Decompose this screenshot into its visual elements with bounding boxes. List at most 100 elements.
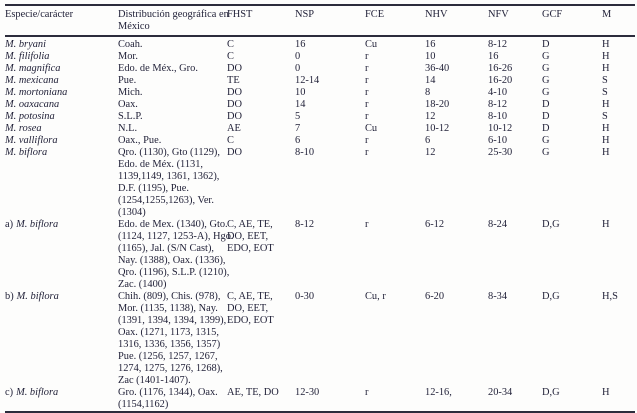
species-cell: M. rosea bbox=[5, 123, 118, 135]
gcf-cell: D bbox=[542, 123, 550, 135]
species-name: M. filifolia bbox=[5, 51, 50, 63]
nfv-cell: 8-12 bbox=[488, 39, 508, 51]
table-bottom-rule bbox=[5, 411, 635, 413]
fce-cell: r bbox=[365, 75, 369, 87]
gcf-cell: D,G bbox=[542, 219, 560, 231]
table-row: M. mexicana Pue. TE 12-14 r 14 16-20 G S bbox=[5, 75, 637, 87]
species-cell: M. potosina bbox=[5, 111, 118, 123]
gcf-cell: D bbox=[542, 99, 550, 111]
m-cell: S bbox=[602, 111, 608, 123]
distribution-cell: Mich. bbox=[118, 87, 143, 99]
fhst-cell: DO bbox=[227, 147, 243, 159]
fhst-cell: AE bbox=[227, 123, 241, 135]
nsp-cell: 0 bbox=[295, 51, 301, 63]
nhv-cell: 6-12 bbox=[425, 219, 445, 231]
fce-cell: Cu, r bbox=[365, 291, 386, 303]
gcf-cell: G bbox=[542, 63, 550, 75]
species-cell: M. biflora bbox=[5, 147, 118, 159]
distribution-cell: Gro. (1176, 1344), Oax. (1154,1162) bbox=[118, 387, 218, 411]
table-row: M. bryani Coah. C 16 Cu 16 8-12 D H bbox=[5, 39, 637, 51]
fhst-cell: C, AE, TE, DO, EET, EDO, EOT bbox=[227, 219, 274, 255]
nsp-cell: 14 bbox=[295, 99, 306, 111]
nhv-cell: 8 bbox=[425, 87, 431, 99]
species-name: M. oaxacana bbox=[5, 99, 60, 111]
m-cell: H bbox=[602, 219, 610, 231]
gcf-cell: G bbox=[542, 147, 550, 159]
species-name: M. potosina bbox=[5, 111, 55, 123]
nsp-cell: 7 bbox=[295, 123, 301, 135]
species-cell: b) M. biflora bbox=[5, 291, 118, 303]
fhst-cell: DO bbox=[227, 111, 243, 123]
fce-cell: r bbox=[365, 219, 369, 231]
fhst-cell: C bbox=[227, 39, 234, 51]
species-name: M. mortoniana bbox=[5, 87, 68, 99]
nhv-cell: 12-16, bbox=[425, 387, 452, 399]
species-cell: M. mexicana bbox=[5, 75, 118, 87]
column-header-fce: FCE bbox=[365, 9, 385, 21]
nfv-cell: 6-10 bbox=[488, 135, 508, 147]
m-cell: H bbox=[602, 147, 610, 159]
fce-cell: r bbox=[365, 99, 369, 111]
table-row: M. valliflora Oax., Pue. C 6 r 6 6-10 G … bbox=[5, 135, 637, 147]
gcf-cell: G bbox=[542, 51, 550, 63]
nfv-cell: 4-10 bbox=[488, 87, 508, 99]
species-cell: M. magnifica bbox=[5, 63, 118, 75]
header-separator-rule bbox=[5, 35, 635, 37]
fce-cell: r bbox=[365, 87, 369, 99]
nsp-cell: 12-14 bbox=[295, 75, 320, 87]
fce-cell: r bbox=[365, 51, 369, 63]
nhv-cell: 14 bbox=[425, 75, 436, 87]
nhv-cell: 16 bbox=[425, 39, 436, 51]
m-cell: S bbox=[602, 87, 608, 99]
nhv-cell: 6 bbox=[425, 135, 431, 147]
m-cell: H bbox=[602, 51, 610, 63]
table-row: M. rosea N.L. AE 7 Cu 10-12 10-12 D H bbox=[5, 123, 637, 135]
nfv-cell: 8-24 bbox=[488, 219, 508, 231]
species-cell: M. filifolia bbox=[5, 51, 118, 63]
distribution-cell: Oax., Pue. bbox=[118, 135, 162, 147]
nhv-cell: 10-12 bbox=[425, 123, 450, 135]
nsp-cell: 6 bbox=[295, 135, 301, 147]
nhv-cell: 10 bbox=[425, 51, 436, 63]
species-variant-prefix: c) bbox=[5, 387, 14, 399]
nfv-cell: 16-26 bbox=[488, 63, 513, 75]
distribution-cell: Edo. de Méx., Gro. bbox=[118, 63, 198, 75]
gcf-cell: G bbox=[542, 87, 550, 99]
gcf-cell: G bbox=[542, 135, 550, 147]
nsp-cell: 0-30 bbox=[295, 291, 315, 303]
distribution-cell: Mor. bbox=[118, 51, 138, 63]
species-cell: M. valliflora bbox=[5, 135, 118, 147]
distribution-cell: S.L.P. bbox=[118, 111, 143, 123]
table-body: M. bryani Coah. C 16 Cu 16 8-12 D H M. f… bbox=[5, 37, 637, 412]
distribution-cell: Edo. de Mex. (1340), Gto. (1124, 1127, 1… bbox=[118, 219, 234, 291]
distribution-cell: Chih. (809), Chis. (978), Mor. (1135, 11… bbox=[118, 291, 227, 387]
distribution-cell: Qro. (1130), Gto (1129), Edo. de Méx. (1… bbox=[118, 147, 220, 219]
column-header-fhst: FHST bbox=[227, 9, 253, 21]
m-cell: H bbox=[602, 39, 610, 51]
fce-cell: r bbox=[365, 147, 369, 159]
fhst-cell: DO bbox=[227, 63, 243, 75]
nhv-cell: 12 bbox=[425, 147, 436, 159]
nsp-cell: 8-12 bbox=[295, 219, 315, 231]
table-header-row: Especie/carácter Distribución geográfica… bbox=[5, 9, 637, 33]
species-name: M. valliflora bbox=[5, 135, 58, 147]
table-row: M. potosina S.L.P. DO 5 r 12 8-10 D S bbox=[5, 111, 637, 123]
species-name: M. biflora bbox=[16, 387, 59, 399]
column-header-nfv: NFV bbox=[488, 9, 509, 21]
fce-cell: r bbox=[365, 135, 369, 147]
fce-cell: r bbox=[365, 111, 369, 123]
species-variant-prefix: b) bbox=[5, 291, 14, 303]
fce-cell: Cu bbox=[365, 39, 378, 51]
column-header-gcf: GCF bbox=[542, 9, 563, 21]
nhv-cell: 12 bbox=[425, 111, 436, 123]
column-header-nsp: NSP bbox=[295, 9, 315, 21]
nhv-cell: 6-20 bbox=[425, 291, 445, 303]
species-variant-prefix: a) bbox=[5, 219, 14, 231]
fce-cell: Cu bbox=[365, 123, 378, 135]
table-row: c) M. biflora Gro. (1176, 1344), Oax. (11… bbox=[5, 387, 637, 411]
m-cell: H bbox=[602, 135, 610, 147]
fhst-cell: C, AE, TE, DO, EET, EDO, EOT bbox=[227, 291, 274, 327]
fhst-cell: C bbox=[227, 135, 234, 147]
nfv-cell: 8-10 bbox=[488, 111, 508, 123]
